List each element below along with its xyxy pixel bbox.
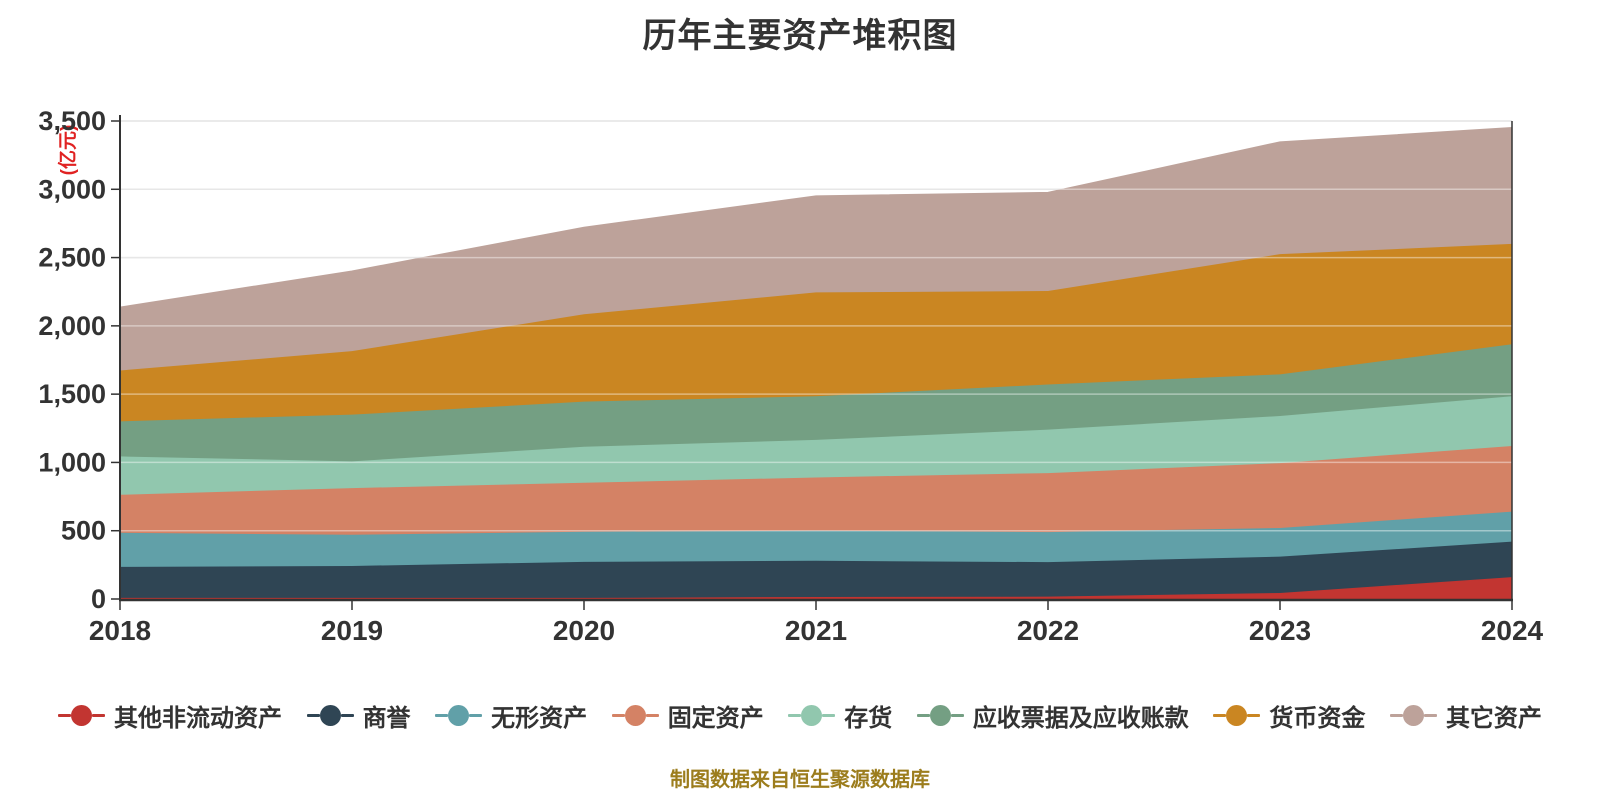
y-tick-label-2500: 2,500 (38, 243, 106, 273)
legend-marker-dot (319, 705, 341, 726)
legend-marker-dot (448, 705, 470, 726)
legend-item-label: 商誉 (362, 705, 411, 732)
legend-marker-line (435, 714, 449, 717)
area-other-assets[interactable] (120, 127, 1512, 371)
legend-marker-line (306, 714, 320, 717)
legend-marker-dot (71, 705, 92, 726)
y-tick-label-1500: 1,500 (38, 379, 106, 409)
area-monetary-funds[interactable] (120, 243, 1512, 422)
legend-item-notes-accounts-receivable[interactable]: 应收票据及应收账款 (916, 698, 1189, 733)
x-tick-label-2024: 2024 (1481, 615, 1544, 646)
legend-item-label: 存货 (844, 705, 893, 732)
legend-marker-dot (1402, 705, 1424, 726)
legend-marker-dot (1226, 705, 1248, 726)
legend-item-fixed-assets[interactable]: 固定资产 (611, 698, 764, 733)
legend-item-label: 货币资金 (1269, 705, 1366, 732)
x-tick-label-2022: 2022 (1017, 615, 1079, 646)
legend-marker-line (1213, 714, 1227, 717)
legend-item-inventory[interactable]: 存货 (788, 698, 892, 733)
legend-item-other-noncurrent-assets[interactable]: 其他非流动资产 (58, 698, 282, 733)
area-inventory[interactable] (120, 396, 1512, 495)
area-intangible-assets[interactable] (120, 511, 1512, 567)
legend-marker-line (92, 714, 105, 717)
chart-title: 历年主要资产堆积图 (642, 17, 958, 55)
legend-marker-line (340, 714, 354, 717)
legend-marker-line (645, 714, 659, 717)
y-tick-label-3500: 3,500 (38, 106, 106, 136)
legend-item-goodwill[interactable]: 商誉 (306, 698, 411, 733)
legend-marker-line (822, 714, 836, 717)
legend-marker-line (916, 714, 930, 717)
x-tick-label-2018: 2018 (89, 615, 151, 646)
line-other-assets (119, 127, 1513, 309)
y-tick-label-2000: 2,000 (38, 311, 106, 341)
chart-legend: 其他非流动资产 商誉 无形资产 固定资产 存货 应收票据及应收账款 货币资金 其… (0, 698, 1600, 733)
legend-item-label: 应收票据及应收账款 (972, 705, 1189, 732)
legend-marker-dot (801, 705, 823, 726)
x-tick-label-2021: 2021 (785, 615, 847, 646)
x-tick-label-2023: 2023 (1249, 615, 1311, 646)
area-other-noncurrent-assets[interactable] (120, 577, 1512, 599)
legend-marker-dot (624, 705, 646, 726)
legend-item-label: 其它资产 (1445, 705, 1542, 732)
legend-marker-line (58, 714, 71, 717)
legend-marker-line (1247, 714, 1261, 717)
data-source-note: 制图数据来自恒生聚源数据库 (670, 769, 930, 791)
legend-item-intangible-assets[interactable]: 无形资产 (435, 698, 587, 733)
legend-marker-line (950, 714, 964, 717)
x-tick-label-2019: 2019 (321, 615, 383, 646)
legend-marker-line (611, 714, 625, 717)
y-tick-label-0: 0 (91, 584, 106, 614)
legend-marker-line (788, 714, 802, 717)
legend-marker-line (1389, 714, 1403, 717)
legend-item-other-assets[interactable]: 其它资产 (1389, 698, 1542, 733)
legend-item-monetary-funds[interactable]: 货币资金 (1213, 698, 1365, 733)
area-goodwill[interactable] (120, 541, 1512, 598)
legend-item-label: 固定资产 (667, 705, 764, 732)
y-tick-label-1000: 1,000 (38, 447, 106, 477)
legend-marker-line (469, 714, 483, 717)
legend-marker-line (1423, 714, 1437, 717)
y-tick-label-500: 500 (61, 516, 106, 546)
legend-marker-dot (929, 705, 951, 726)
legend-item-label: 其他非流动资产 (114, 705, 282, 732)
x-tick-label-2020: 2020 (553, 615, 615, 646)
area-notes-accounts-receivable[interactable] (120, 344, 1512, 462)
stacked-area-chart-canvas[interactable]: 0 500 1,000 1,500 2,000 2,500 3,000 3,500 2018 20… (0, 0, 1600, 700)
legend-item-label: 无形资产 (491, 705, 588, 732)
y-tick-label-3000: 3,000 (38, 174, 106, 204)
